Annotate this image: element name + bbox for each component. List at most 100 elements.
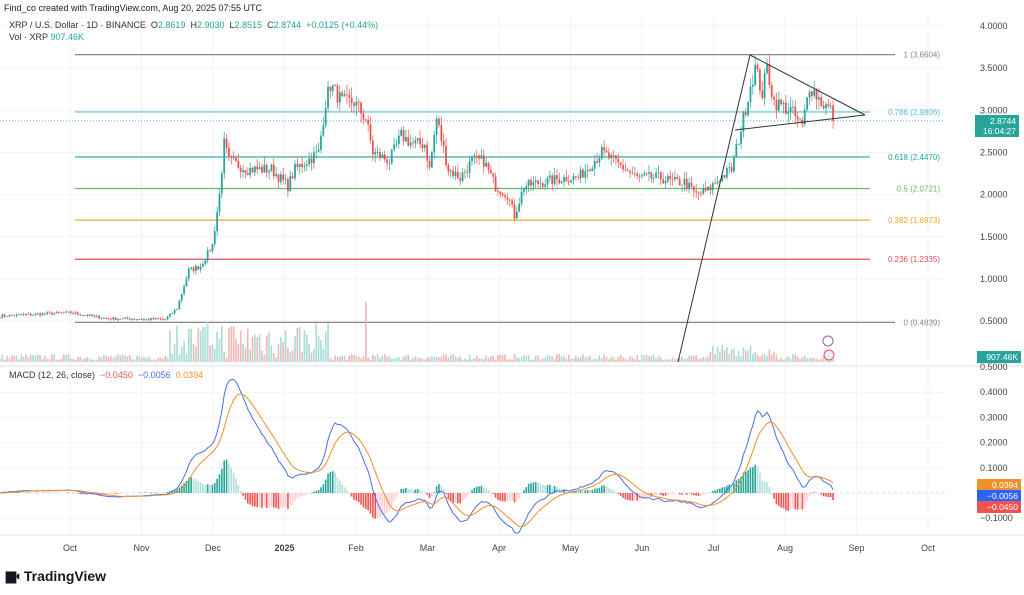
candle-body [456, 171, 459, 179]
candle-body [565, 177, 568, 182]
volume-bar [506, 359, 509, 362]
volume-bar [532, 359, 535, 362]
candle-body [206, 250, 209, 261]
macd-histogram-bar [341, 484, 343, 493]
candle-body [615, 155, 617, 159]
macd-histogram-bar [442, 488, 445, 493]
macd-histogram-bar [173, 489, 176, 493]
candle-body [294, 163, 296, 179]
macd-histogram-bar [416, 489, 419, 493]
candle-body [164, 319, 167, 321]
volume-bar [768, 349, 771, 362]
macd-histogram-bar [624, 493, 627, 500]
candle-body [799, 119, 801, 120]
macd-histogram-bar [334, 472, 336, 493]
macd-histogram-bar [780, 493, 782, 508]
macd-histogram-bar [695, 493, 697, 496]
volume-bar [428, 357, 431, 362]
macd-histogram-bar [461, 493, 464, 502]
macd-histogram-bar [327, 473, 329, 493]
volume-bar [629, 356, 631, 362]
volume-bar [291, 350, 294, 362]
volume-bar [402, 356, 405, 362]
volume-bar [357, 356, 360, 362]
macd-histogram-bar [575, 490, 577, 493]
candle-body [27, 313, 30, 315]
candle-body [766, 64, 768, 74]
candle-body [530, 179, 532, 186]
volume-bar [792, 354, 794, 362]
volume-bar [749, 345, 752, 362]
macd-histogram-bar [504, 493, 506, 502]
price-axis-label: 0.5000 [980, 316, 1008, 326]
macd-histogram-bar [652, 493, 655, 497]
volume-bar [709, 352, 712, 362]
tradingview-logo[interactable]: ▆◖ TradingView [6, 568, 106, 584]
volume-bar [416, 357, 419, 362]
volume-bar [664, 359, 667, 362]
volume-bar [596, 358, 598, 362]
candle-body [265, 164, 268, 173]
candle-body [282, 174, 285, 180]
macd-histogram-bar [617, 493, 620, 495]
macd-histogram-bar [641, 493, 643, 500]
volume-bar [648, 355, 650, 362]
candle-body [426, 144, 429, 161]
volume-bar [98, 356, 100, 362]
macd-histogram-bar [464, 493, 466, 500]
macd-histogram-bar [579, 489, 582, 493]
candle-body [803, 109, 806, 125]
volume-bar [622, 357, 624, 362]
candle-body [371, 140, 374, 155]
macd-histogram-bar [601, 485, 603, 493]
macd-histogram-bar [27, 492, 30, 493]
candle-body [584, 171, 587, 178]
macd-histogram-bar [202, 483, 204, 493]
macd-histogram-bar [702, 493, 705, 495]
volume-bar [641, 354, 643, 362]
candle-body [553, 175, 556, 185]
candle-body [504, 195, 506, 198]
volume-bar [449, 355, 452, 362]
macd-histogram-bar [435, 486, 438, 493]
volume-label[interactable]: Vol · XRP [9, 32, 49, 42]
macd-histogram-bar [440, 486, 443, 493]
symbol-title[interactable]: XRP / U.S. Dollar · 1D · BINANCE [9, 20, 146, 30]
macd-histogram-bar [199, 482, 202, 493]
macd-histogram-bar [471, 490, 473, 493]
volume-bar [327, 323, 329, 362]
macd-histogram-bar [107, 493, 110, 495]
candle-body [376, 151, 379, 153]
candle-body [367, 120, 370, 125]
candle-body [751, 84, 754, 87]
macd-histogram-bar [622, 493, 624, 498]
volume-bar [813, 357, 815, 362]
macd-histogram-bar [159, 492, 162, 493]
candle-body [261, 167, 263, 173]
volume-bar [112, 357, 115, 362]
volume-bar [36, 354, 39, 362]
volume-bar [6, 355, 8, 362]
candle-body [275, 174, 278, 177]
candle-body [211, 244, 214, 252]
low-value: 2.8515 [234, 20, 263, 30]
macd-label[interactable]: MACD (12, 26, close) [9, 370, 96, 380]
macd-histogram-bar [747, 469, 749, 493]
macd-histogram-bar [492, 493, 495, 495]
macd-histogram-bar [112, 493, 115, 494]
candle-body [121, 318, 124, 320]
volume-bar [263, 354, 266, 362]
candle-body [534, 180, 537, 183]
volume-bar [339, 356, 341, 362]
candle-body [315, 151, 318, 153]
macd-histogram-bar [287, 493, 289, 509]
candle-body [169, 313, 171, 317]
candle-body [577, 177, 580, 178]
volume-bar [88, 358, 91, 362]
volume-bar [124, 355, 126, 362]
candle-body [657, 172, 660, 174]
candle-body [556, 175, 558, 180]
volume-bar [244, 348, 247, 362]
